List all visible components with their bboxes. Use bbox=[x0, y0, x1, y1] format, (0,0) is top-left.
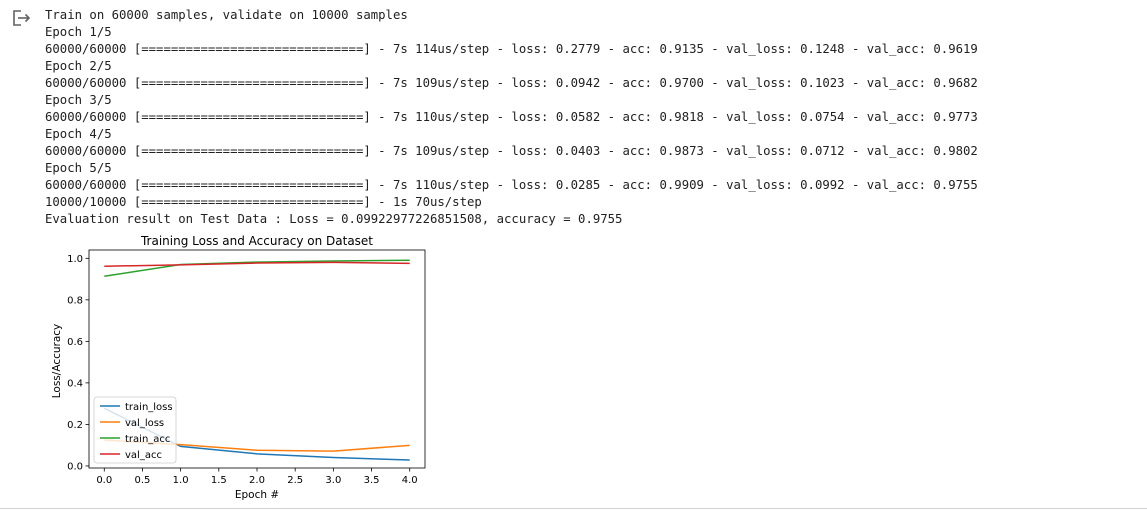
x-tick-label: 4.0 bbox=[402, 475, 418, 486]
y-tick-label: 0.2 bbox=[67, 420, 83, 431]
y-tick-label: 0.4 bbox=[67, 378, 83, 389]
x-tick-label: 1.5 bbox=[211, 475, 227, 486]
legend-label: val_acc bbox=[125, 450, 162, 461]
y-tick-label: 1.0 bbox=[67, 254, 83, 265]
x-tick-label: 3.5 bbox=[364, 475, 380, 486]
legend-label: train_loss bbox=[125, 402, 173, 413]
output-arrow-icon[interactable] bbox=[12, 9, 34, 27]
cell-divider bbox=[0, 508, 1147, 509]
y-tick-label: 0.8 bbox=[67, 295, 83, 306]
x-axis-label: Epoch # bbox=[235, 489, 279, 501]
legend-label: train_acc bbox=[125, 434, 170, 445]
x-tick-label: 2.5 bbox=[287, 475, 303, 486]
x-tick-label: 1.0 bbox=[173, 475, 189, 486]
x-tick-label: 3.0 bbox=[325, 475, 341, 486]
console-line: Epoch 4/5 bbox=[45, 127, 112, 141]
console-line: 60000/60000 [===========================… bbox=[45, 144, 978, 158]
x-tick-label: 2.0 bbox=[249, 475, 265, 486]
y-tick-label: 0.0 bbox=[67, 461, 83, 472]
console-line: Evaluation result on Test Data : Loss = … bbox=[45, 212, 623, 226]
series-line-train_acc bbox=[104, 259, 410, 278]
chart-title: Training Loss and Accuracy on Dataset bbox=[140, 234, 373, 248]
console-line: 10000/10000 [===========================… bbox=[45, 195, 482, 209]
console-line: 60000/60000 [===========================… bbox=[45, 178, 978, 192]
x-tick-label: 0.5 bbox=[135, 475, 151, 486]
legend-label: val_loss bbox=[125, 418, 164, 429]
series-line-val_acc bbox=[104, 261, 410, 267]
legend-box bbox=[93, 396, 177, 464]
console-line: Epoch 5/5 bbox=[45, 161, 112, 175]
training-chart: Training Loss and Accuracy on Dataset 0.… bbox=[51, 234, 426, 501]
console-line: Train on 60000 samples, validate on 1000… bbox=[45, 8, 408, 22]
console-line: Epoch 3/5 bbox=[45, 93, 112, 107]
y-axis-label: Loss/Accuracy bbox=[51, 324, 63, 399]
console-line: Epoch 2/5 bbox=[45, 59, 112, 73]
console-line: 60000/60000 [===========================… bbox=[45, 76, 978, 90]
console-line: 60000/60000 [===========================… bbox=[45, 110, 978, 124]
console-line: 60000/60000 [===========================… bbox=[45, 42, 978, 56]
x-tick-label: 0.0 bbox=[96, 475, 112, 486]
cell-output-text: Train on 60000 samples, validate on 1000… bbox=[45, 7, 978, 228]
console-line: Epoch 1/5 bbox=[45, 25, 112, 39]
y-tick-label: 0.6 bbox=[67, 337, 83, 348]
